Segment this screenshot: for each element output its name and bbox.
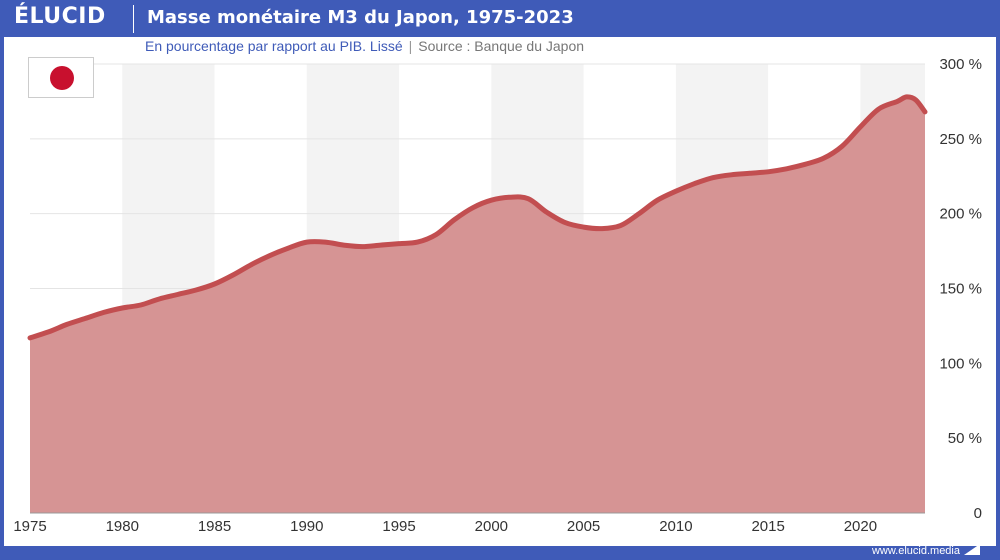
footer-site-link[interactable]: www.elucid.media [871,545,960,557]
x-tick-label: 1995 [382,518,415,535]
chart-subtitle: En pourcentage par rapport au PIB. Lissé [145,38,403,54]
footer-triangle-icon [964,544,980,555]
x-tick-label: 1985 [198,518,231,535]
y-tick-label: 100 % [939,355,982,372]
header-divider [133,5,134,33]
x-tick-label: 2005 [567,518,600,535]
y-tick-label: 300 % [939,56,982,73]
y-tick-label: 250 % [939,131,982,148]
source-note: Source : Banque du Japon [418,38,585,54]
japan-flag-icon [28,57,94,98]
chart-title: Masse monétaire M3 du Japon, 1975-2023 [147,7,574,28]
subtitle-separator: | [408,38,413,54]
subtitle-line: En pourcentage par rapport au PIB. Lissé… [145,38,584,54]
x-tick-label: 1975 [13,518,46,535]
flag-disc [50,66,74,90]
x-tick-label: 2015 [751,518,784,535]
x-tick-label: 1990 [290,518,323,535]
x-tick-label: 2000 [475,518,508,535]
header-bar: ÉLUCID Masse monétaire M3 du Japon, 1975… [0,0,1000,37]
x-tick-label: 1980 [106,518,139,535]
series-area [30,96,925,514]
x-tick-label: 2010 [659,518,692,535]
brand-logo[interactable]: ÉLUCID [14,4,106,29]
y-tick-label: 200 % [939,206,982,223]
y-tick-label: 0 [974,505,982,522]
y-tick-label: 150 % [939,281,982,298]
x-tick-label: 2020 [844,518,877,535]
y-tick-label: 50 % [948,430,982,447]
